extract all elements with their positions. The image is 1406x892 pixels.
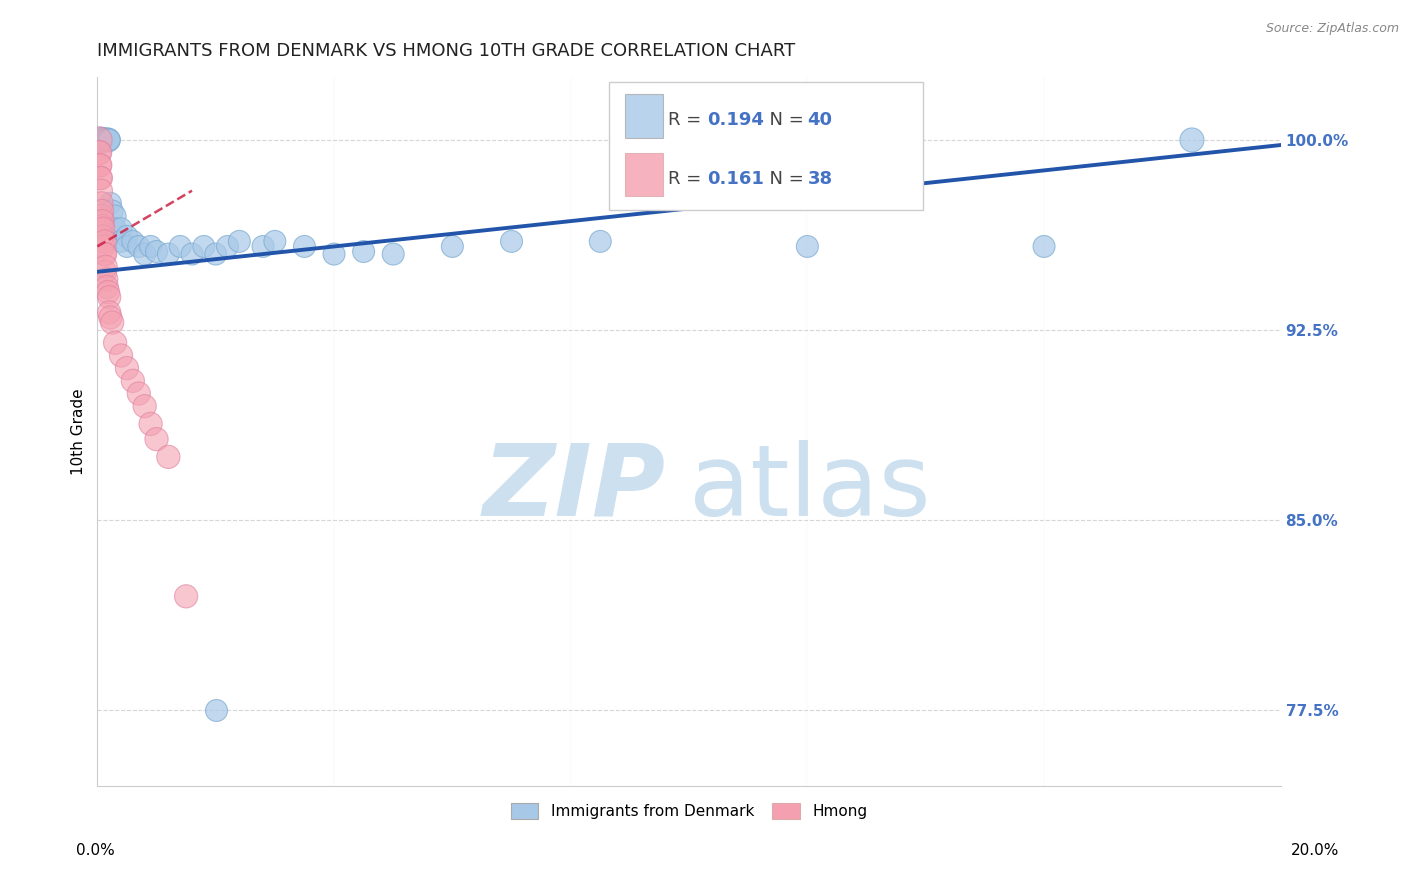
Point <box>110 349 132 363</box>
FancyBboxPatch shape <box>626 153 664 196</box>
Point <box>139 239 162 253</box>
Point <box>89 145 111 160</box>
Point <box>145 244 167 259</box>
Text: IMMIGRANTS FROM DENMARK VS HMONG 10TH GRADE CORRELATION CHART: IMMIGRANTS FROM DENMARK VS HMONG 10TH GR… <box>97 42 796 60</box>
Point <box>90 196 112 211</box>
Text: 0.0%: 0.0% <box>76 843 115 858</box>
Point <box>98 310 121 325</box>
Point <box>110 235 132 249</box>
Point <box>128 239 150 253</box>
Text: 40: 40 <box>807 111 832 129</box>
Point <box>145 432 167 446</box>
Point <box>174 590 197 604</box>
Point <box>94 265 117 279</box>
Point <box>228 235 250 249</box>
Point <box>91 229 114 244</box>
Point <box>204 247 226 261</box>
Point <box>93 235 115 249</box>
Point <box>139 417 162 431</box>
Point <box>96 272 118 286</box>
Text: Source: ZipAtlas.com: Source: ZipAtlas.com <box>1265 22 1399 36</box>
Point <box>104 209 127 223</box>
Point <box>323 247 346 261</box>
Point <box>104 221 127 235</box>
Point <box>382 247 405 261</box>
Point <box>501 235 523 249</box>
Text: 20.0%: 20.0% <box>1291 843 1339 858</box>
Y-axis label: 10th Grade: 10th Grade <box>72 388 86 475</box>
Point <box>90 171 112 186</box>
Point <box>91 219 114 234</box>
Legend: Immigrants from Denmark, Hmong: Immigrants from Denmark, Hmong <box>505 797 873 825</box>
Point <box>96 133 118 147</box>
Point <box>1033 239 1056 253</box>
Point <box>115 229 138 244</box>
Point <box>134 247 156 261</box>
Point <box>97 285 120 299</box>
Point <box>89 133 111 147</box>
Text: atlas: atlas <box>689 440 931 537</box>
Point <box>89 133 111 147</box>
Point <box>263 235 285 249</box>
Text: N =: N = <box>758 169 810 187</box>
Text: R =: R = <box>668 111 707 129</box>
Point <box>98 133 121 147</box>
Point <box>93 247 115 261</box>
Point <box>121 374 143 388</box>
Point <box>104 335 127 350</box>
Point <box>94 247 117 261</box>
Point <box>294 239 316 253</box>
Point <box>353 244 375 259</box>
Point <box>169 239 191 253</box>
Text: 0.194: 0.194 <box>707 111 763 129</box>
Point <box>157 247 180 261</box>
Point <box>91 133 114 147</box>
Point <box>89 171 111 186</box>
Point <box>157 450 180 464</box>
Point <box>121 235 143 249</box>
Point <box>91 133 114 147</box>
Point <box>796 239 818 253</box>
Point <box>101 204 124 219</box>
Point <box>89 158 111 172</box>
Point <box>217 239 239 253</box>
Text: 38: 38 <box>807 169 832 187</box>
Point <box>128 386 150 401</box>
Point <box>89 145 111 160</box>
Point <box>110 221 132 235</box>
Point <box>204 703 226 717</box>
Point <box>90 184 112 198</box>
Point <box>134 399 156 413</box>
Point <box>98 133 121 147</box>
Point <box>93 133 115 147</box>
Point <box>1181 133 1204 147</box>
Point <box>98 290 121 304</box>
Point <box>91 221 114 235</box>
Text: R =: R = <box>668 169 707 187</box>
Point <box>91 214 114 228</box>
FancyBboxPatch shape <box>609 81 924 210</box>
Point <box>193 239 215 253</box>
Point <box>90 209 112 223</box>
Point <box>441 239 464 253</box>
Point <box>94 260 117 274</box>
Point <box>89 158 111 172</box>
Point <box>115 361 138 376</box>
Point <box>101 316 124 330</box>
Point <box>252 239 274 253</box>
Text: ZIP: ZIP <box>482 440 665 537</box>
Point <box>181 247 204 261</box>
Point <box>98 305 121 319</box>
Point <box>96 280 118 294</box>
Point <box>91 239 114 253</box>
Point <box>589 235 612 249</box>
Point <box>97 133 120 147</box>
Point <box>91 204 114 219</box>
FancyBboxPatch shape <box>626 94 664 138</box>
Point <box>115 239 138 253</box>
Text: N =: N = <box>758 111 810 129</box>
Point <box>98 196 121 211</box>
Text: 0.161: 0.161 <box>707 169 763 187</box>
